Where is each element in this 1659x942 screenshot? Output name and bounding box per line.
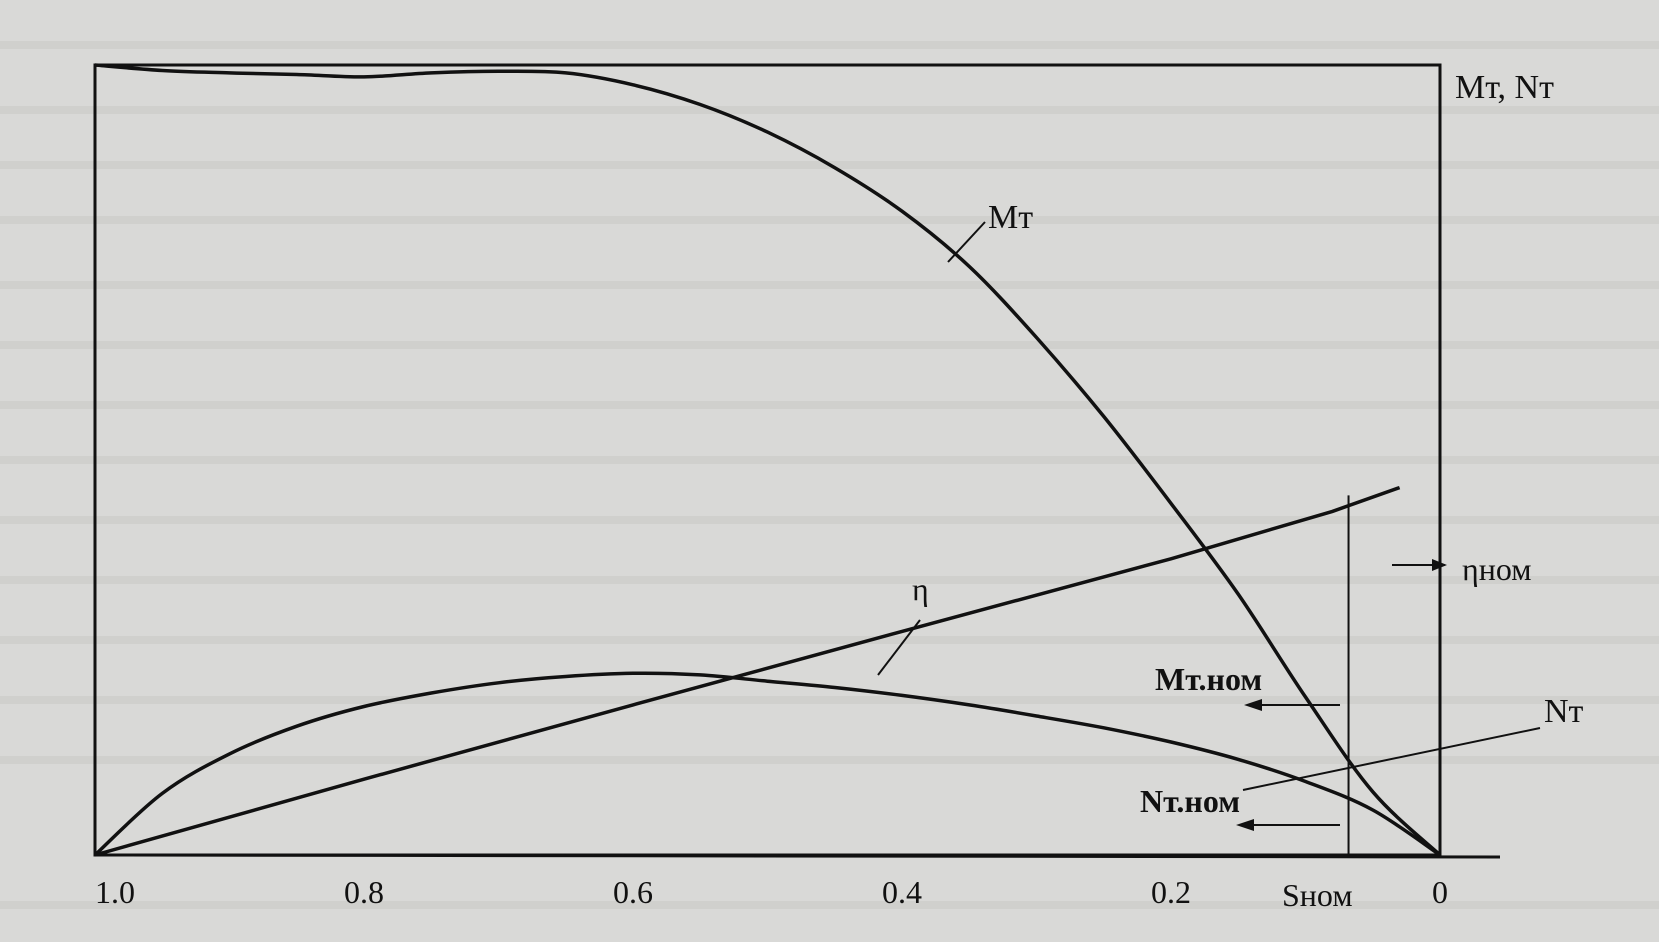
- label-n-t: Nт: [1544, 693, 1584, 730]
- x-tick-labels: 1.0 0.8 0.6 0.4 0.2 0: [95, 874, 1448, 910]
- x-tick-label: 1.0: [95, 874, 135, 910]
- m-t-leader: [947, 221, 986, 263]
- x-tick-label: 0.4: [882, 874, 922, 910]
- s-nom-label: Sном: [1282, 877, 1353, 913]
- label-eta: η: [912, 571, 929, 607]
- label-m-t: Mт: [988, 199, 1033, 236]
- eta-nom-arrow: [1392, 559, 1447, 571]
- series-line-n-t: [93, 671, 1441, 857]
- y-axis-label: Mт, Nт: [1455, 69, 1554, 106]
- series-line-eta: [94, 485, 1401, 857]
- eta-leader: [877, 619, 921, 676]
- label-eta-nom: ηном: [1462, 551, 1532, 587]
- x-tick-label: 0.8: [344, 874, 384, 910]
- x-tick-label: 0.2: [1151, 874, 1191, 910]
- series-line-m-t: [94, 63, 1442, 857]
- n-t-leader: [1242, 727, 1541, 791]
- m-t-nom-arrow: [1244, 699, 1340, 711]
- label-n-t-nom: Nт.ном: [1140, 783, 1240, 819]
- n-t-nom-arrow: [1236, 819, 1340, 831]
- label-m-t-nom: Mт.ном: [1155, 661, 1262, 697]
- background-text-lines: [0, 41, 1659, 909]
- x-tick-label: 0.6: [613, 874, 653, 910]
- x-axis-line: [94, 853, 1501, 859]
- x-tick-label: 0: [1432, 874, 1448, 910]
